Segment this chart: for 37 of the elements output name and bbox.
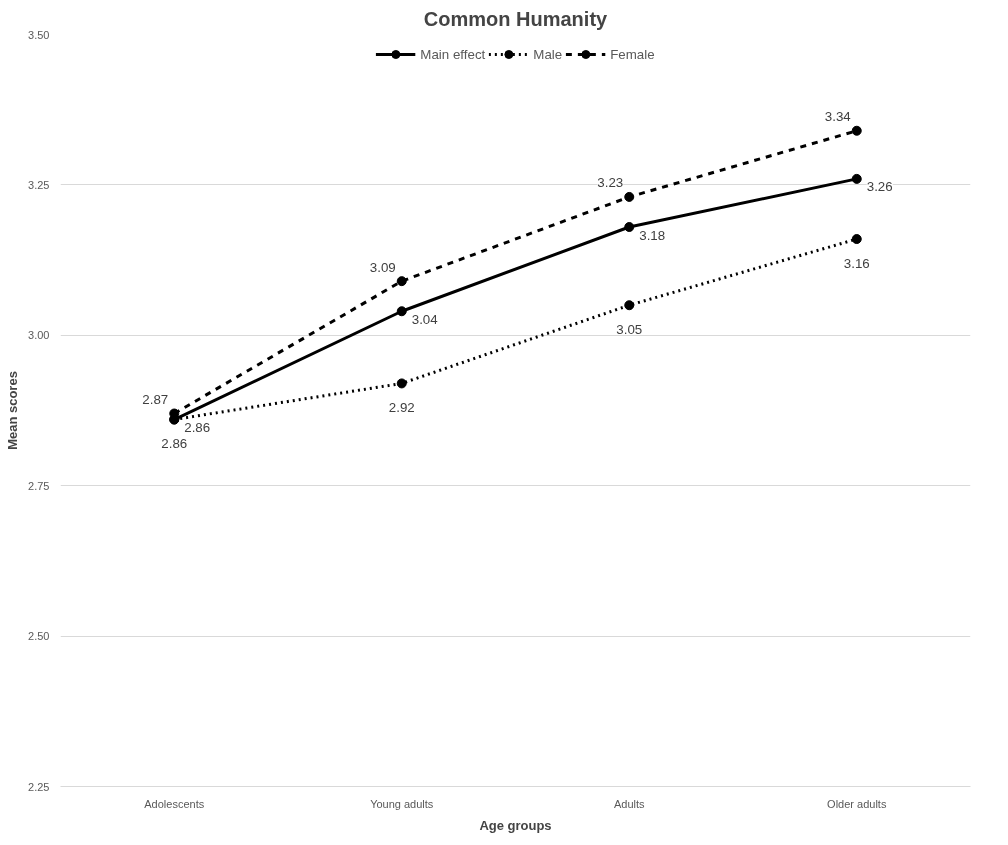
data-label: 3.18 (639, 227, 666, 243)
data-label: 3.23 (597, 175, 624, 191)
data-label: 3.09 (369, 259, 396, 275)
data-label: 2.87 (142, 392, 169, 408)
point (851, 125, 862, 136)
chart-title: Common Humanity (423, 7, 609, 30)
legend-label: Main effect (420, 46, 486, 62)
y-tick-label: 2.75 (28, 479, 50, 492)
x-tick-label: Adults (613, 797, 646, 810)
data-label: 3.34 (824, 109, 852, 125)
data-label: 2.86 (161, 436, 188, 452)
point (851, 173, 862, 184)
data-label: 2.92 (388, 399, 415, 415)
point (396, 306, 407, 317)
data-label: 3.16 (843, 255, 870, 271)
point (624, 300, 635, 311)
point (624, 191, 635, 202)
point (396, 378, 407, 389)
x-tick-label: Adolescents (144, 797, 205, 810)
data-label: 2.86 (184, 420, 211, 436)
data-label: 3.04 (411, 311, 439, 327)
y-tick-label: 2.50 (28, 630, 50, 643)
x-tick-label: Young adults (370, 797, 434, 810)
data-label: 3.05 (616, 321, 643, 337)
y-tick-label: 2.25 (28, 780, 50, 793)
x-tick-label: Older adults (827, 797, 887, 810)
y-tick-label: 3.25 (28, 178, 50, 191)
y-tick-label: 3.00 (28, 329, 50, 342)
y-tick-label: 3.50 (28, 28, 50, 41)
x-axis-title: Age groups (479, 817, 552, 833)
point (624, 222, 635, 232)
point (396, 276, 407, 287)
y-axis-title: Mean scores (5, 371, 21, 450)
point (851, 234, 862, 245)
legend-label: Female (610, 46, 655, 62)
data-label: 3.26 (866, 179, 893, 195)
legend-label: Male (533, 46, 563, 62)
